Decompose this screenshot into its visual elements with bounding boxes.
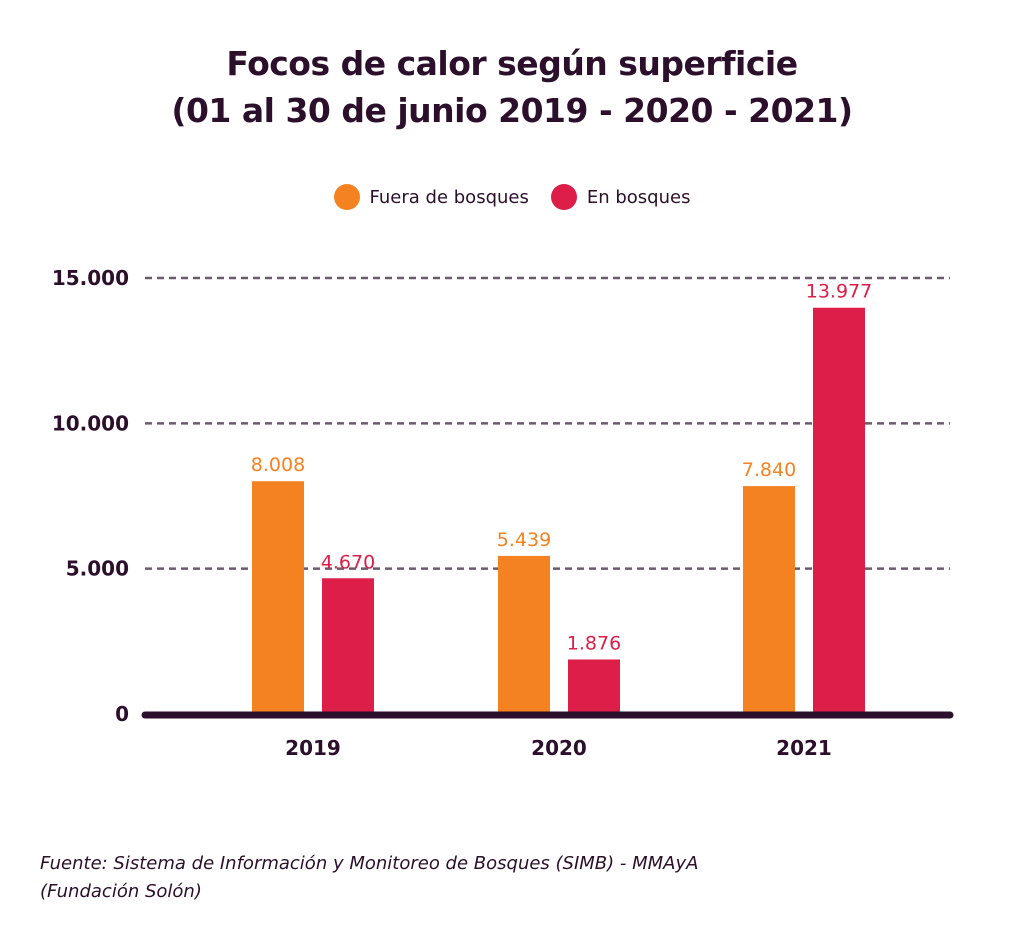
x-tick-label: 2020 bbox=[531, 736, 587, 760]
legend-label-fuera-de-bosques: Fuera de bosques bbox=[369, 186, 529, 208]
y-tick-label: 15.000 bbox=[52, 266, 129, 290]
bar-2019-fuera-de-bosques bbox=[252, 481, 304, 714]
data-label: 5.439 bbox=[497, 529, 551, 551]
data-label: 13.977 bbox=[806, 281, 872, 303]
data-labels: 8.008 4.670 5.439 1.876 7.840 13.977 bbox=[251, 281, 872, 655]
bar-2020-en-bosques bbox=[568, 659, 620, 714]
bars bbox=[252, 307, 865, 714]
source-line2: (Fundación Solón) bbox=[40, 881, 202, 902]
bar-2019-en-bosques bbox=[322, 578, 374, 714]
data-label: 4.670 bbox=[321, 551, 375, 573]
bar-2021-fuera-de-bosques bbox=[743, 486, 795, 714]
source-note: Fuente: Sistema de Información y Monitor… bbox=[40, 850, 698, 906]
chart-title-line1: Focos de calor según superficie bbox=[226, 44, 798, 83]
chart-title: Focos de calor según superficie (01 al 3… bbox=[0, 40, 1024, 134]
data-label: 7.840 bbox=[742, 459, 796, 481]
chart-title-line2: (01 al 30 de junio 2019 - 2020 - 2021) bbox=[171, 91, 853, 130]
y-axis-ticks: 0 5.000 10.000 15.000 bbox=[52, 266, 129, 726]
x-tick-label: 2021 bbox=[776, 736, 832, 760]
x-tick-label: 2019 bbox=[285, 736, 341, 760]
y-tick-label: 0 bbox=[115, 702, 129, 726]
legend-item-fuera-de-bosques: Fuera de bosques bbox=[333, 184, 529, 210]
data-label: 8.008 bbox=[251, 454, 305, 476]
bar-2021-en-bosques bbox=[813, 307, 865, 714]
data-label: 1.876 bbox=[567, 632, 621, 654]
legend: Fuera de bosques En bosques bbox=[0, 184, 1024, 210]
y-tick-label: 10.000 bbox=[52, 411, 129, 435]
legend-item-en-bosques: En bosques bbox=[550, 184, 691, 210]
source-line1: Fuente: Sistema de Información y Monitor… bbox=[40, 853, 699, 874]
bar-2020-fuera-de-bosques bbox=[498, 555, 550, 714]
legend-swatch-fuera-de-bosques bbox=[333, 184, 360, 210]
y-tick-label: 5.000 bbox=[66, 557, 129, 581]
x-axis: 2019 2020 2021 bbox=[141, 711, 954, 760]
legend-swatch-en-bosques bbox=[550, 184, 577, 210]
legend-label-en-bosques: En bosques bbox=[586, 186, 691, 208]
